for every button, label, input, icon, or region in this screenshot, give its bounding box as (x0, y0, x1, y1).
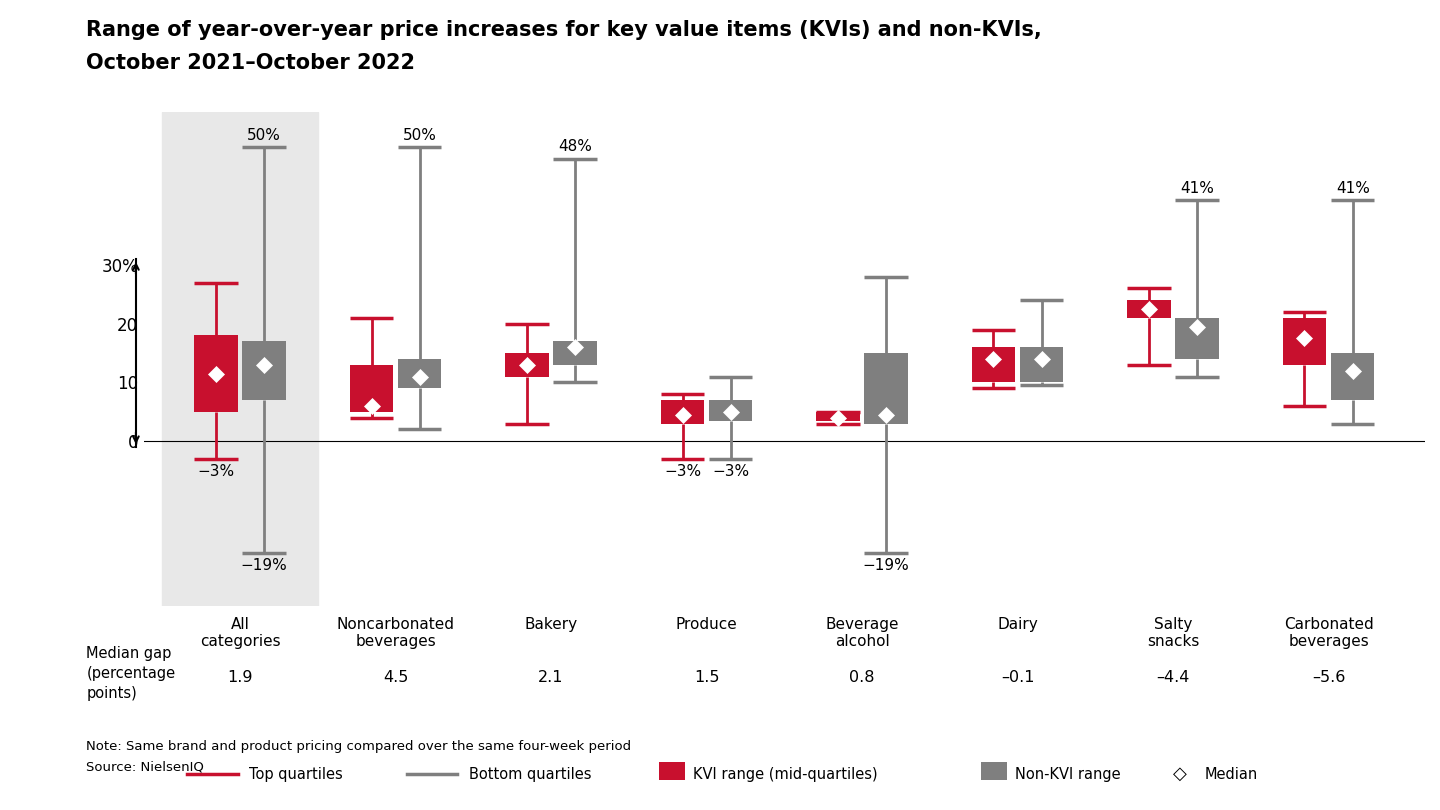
Bar (553, 341, 598, 364)
Text: −19%: −19% (863, 557, 910, 573)
Text: Bottom quartiles: Bottom quartiles (469, 767, 592, 782)
Bar (1128, 301, 1171, 318)
Text: 50%: 50% (248, 128, 281, 143)
Text: 2.1: 2.1 (539, 671, 564, 685)
Bar (1020, 347, 1064, 382)
Text: –4.4: –4.4 (1156, 671, 1189, 685)
Bar (1175, 318, 1220, 359)
Bar (350, 364, 393, 411)
Text: Non-KVI range: Non-KVI range (1015, 767, 1120, 782)
Bar (816, 411, 860, 420)
Bar (1283, 318, 1326, 365)
Text: 48%: 48% (559, 139, 592, 155)
Bar (242, 341, 287, 400)
Text: KVI range (mid-quartiles): KVI range (mid-quartiles) (694, 767, 878, 782)
Bar (163, 113, 318, 606)
Bar (194, 335, 238, 411)
Text: Source: NielsenIQ: Source: NielsenIQ (86, 761, 204, 774)
Text: Median: Median (1204, 767, 1257, 782)
Text: Median gap
(percentage
points): Median gap (percentage points) (86, 646, 176, 701)
Text: −3%: −3% (197, 463, 235, 479)
Bar (864, 353, 909, 424)
Text: –0.1: –0.1 (1001, 671, 1034, 685)
Bar (708, 400, 753, 420)
Text: 41%: 41% (1336, 181, 1369, 196)
Text: −3%: −3% (664, 463, 701, 479)
Bar (972, 347, 1015, 382)
Text: Top quartiles: Top quartiles (249, 767, 343, 782)
Text: Range of year-over-year price increases for key value items (KVIs) and non-KVIs,: Range of year-over-year price increases … (86, 20, 1043, 40)
Text: 50%: 50% (403, 128, 436, 143)
Text: 1.9: 1.9 (228, 671, 253, 685)
Bar (661, 400, 704, 424)
Text: ◇: ◇ (1174, 765, 1187, 783)
Bar (505, 353, 549, 377)
Bar (397, 359, 442, 388)
Text: October 2021–October 2022: October 2021–October 2022 (86, 53, 415, 73)
Text: −3%: −3% (713, 463, 749, 479)
Text: 4.5: 4.5 (383, 671, 409, 685)
Text: Note: Same brand and product pricing compared over the same four-week period: Note: Same brand and product pricing com… (86, 740, 632, 753)
Text: –5.6: –5.6 (1312, 671, 1345, 685)
Bar (1331, 353, 1374, 400)
Text: 0.8: 0.8 (850, 671, 876, 685)
Text: 41%: 41% (1181, 181, 1214, 196)
Text: −19%: −19% (240, 557, 288, 573)
Text: 1.5: 1.5 (694, 671, 720, 685)
